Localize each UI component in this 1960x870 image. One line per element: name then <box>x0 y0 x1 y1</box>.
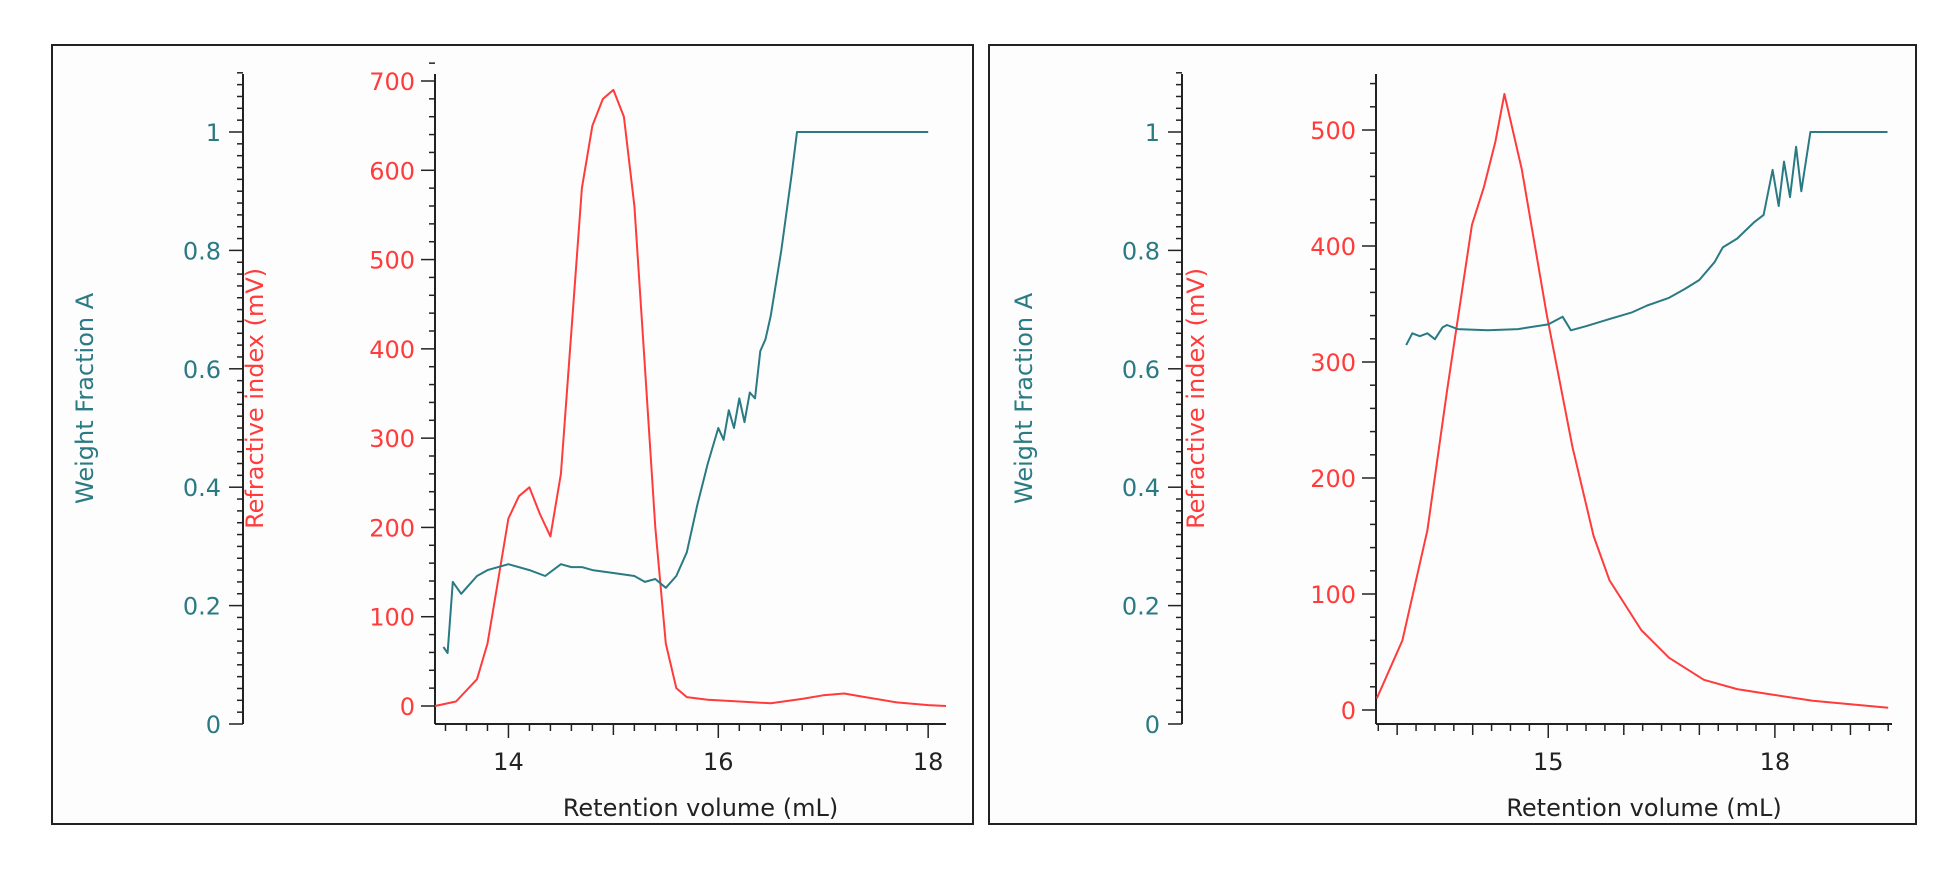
refractive-index-tick-label: 100 <box>1310 581 1356 609</box>
x-axis-label: Retention volume (mL) <box>563 794 838 822</box>
weight-fraction-tick-label: 1 <box>206 119 221 147</box>
weight-fraction-series-line <box>1405 131 1888 346</box>
x-tick-label: 18 <box>913 748 944 776</box>
refractive-index-tick-label: 700 <box>369 68 415 96</box>
refractive-index-tick-label: 600 <box>369 157 415 185</box>
weight-fraction-tick-label: 0 <box>1145 711 1160 739</box>
refractive-index-tick-label: 500 <box>1310 117 1356 145</box>
x-tick-label: 14 <box>493 748 524 776</box>
refractive-index-tick-label: 200 <box>369 514 415 542</box>
weight-fraction-tick-label: 0.8 <box>183 237 221 265</box>
refractive-index-series-line <box>434 88 947 707</box>
refractive-index-series-line <box>1375 93 1889 709</box>
chart-panel-left: 0 0.2 0.4 0.6 0.8 1 Weight Fraction A 0 100 200 30… <box>51 44 974 825</box>
x-tick-label: 16 <box>703 748 734 776</box>
x-tick-label: 15 <box>1533 748 1564 776</box>
weight-fraction-axis-label: Weight Fraction A <box>1010 292 1038 504</box>
refractive-index-tick-label: 0 <box>1341 697 1356 725</box>
weight-fraction-tick-label: 0.8 <box>1122 237 1160 265</box>
chart-right: 0 0.2 0.4 0.6 0.8 1 Weight Fraction A 0 100 200 30… <box>1010 72 1892 822</box>
refractive-index-tick-label: 300 <box>369 425 415 453</box>
refractive-index-tick-label: 400 <box>1310 233 1356 261</box>
weight-fraction-tick-label: 0.2 <box>1122 593 1160 621</box>
refractive-index-tick-label: 400 <box>369 336 415 364</box>
weight-fraction-tick-label: 0.4 <box>183 474 221 502</box>
refractive-index-tick-label: 300 <box>1310 349 1356 377</box>
weight-fraction-tick-label: 0.4 <box>1122 474 1160 502</box>
refractive-index-tick-label: 200 <box>1310 465 1356 493</box>
x-axis-label: Retention volume (mL) <box>1506 794 1781 822</box>
refractive-index-tick-label: 100 <box>369 604 415 632</box>
weight-fraction-axis-label: Weight Fraction A <box>71 292 99 504</box>
refractive-index-axis-label: Refractive index (mV) <box>1182 268 1210 529</box>
chart-left: 0 0.2 0.4 0.6 0.8 1 Weight Fraction A 0 100 200 30… <box>71 62 947 822</box>
weight-fraction-tick-label: 1 <box>1145 119 1160 147</box>
weight-fraction-series-line <box>442 131 929 654</box>
refractive-index-axis-label: Refractive index (mV) <box>241 268 269 529</box>
weight-fraction-tick-label: 0.2 <box>183 593 221 621</box>
refractive-index-tick-label: 500 <box>369 247 415 275</box>
chart-panel-right: 0 0.2 0.4 0.6 0.8 1 Weight Fraction A 0 100 200 30… <box>988 44 1917 825</box>
weight-fraction-tick-label: 0.6 <box>1122 356 1160 384</box>
weight-fraction-tick-label: 0 <box>206 711 221 739</box>
weight-fraction-tick-label: 0.6 <box>183 356 221 384</box>
x-tick-label: 18 <box>1760 748 1791 776</box>
refractive-index-tick-label: 0 <box>400 693 415 721</box>
